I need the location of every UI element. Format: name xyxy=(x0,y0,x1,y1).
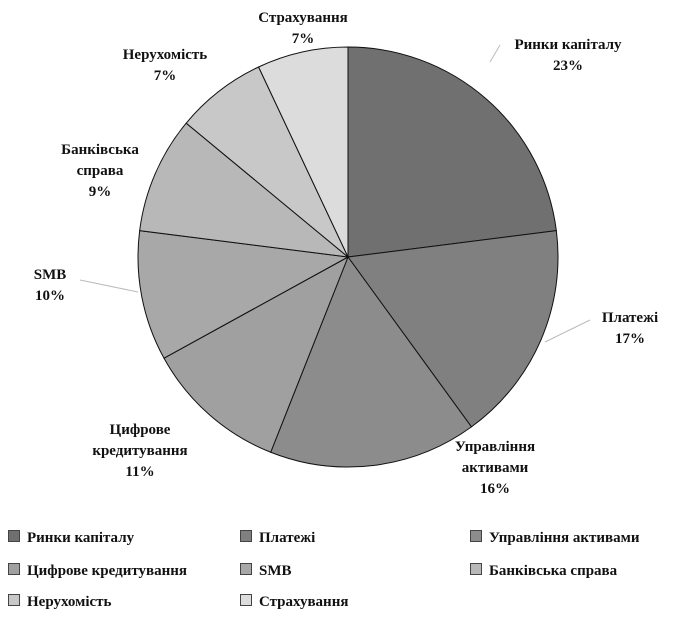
legend-item: Нерухомість xyxy=(8,594,111,611)
leader-line xyxy=(79,279,139,293)
slice-percent: 11% xyxy=(125,464,155,480)
legend-swatch xyxy=(8,530,20,542)
legend-swatch xyxy=(240,563,252,575)
legend-swatch xyxy=(240,530,252,542)
legend-label: Цифрове кредитування xyxy=(27,563,188,579)
legend-swatch xyxy=(240,594,252,606)
legend-item: SMB xyxy=(240,563,292,580)
legend-label: Банківська справа xyxy=(489,563,618,579)
legend-label: Нерухомість xyxy=(27,594,112,610)
pie-slice xyxy=(347,46,557,258)
slice-percent: 7% xyxy=(153,68,177,84)
legend-swatch xyxy=(470,530,482,542)
leader-line xyxy=(544,319,591,343)
legend-item: Управління активами xyxy=(470,530,640,547)
slice-percent: 16% xyxy=(480,481,510,497)
legend-label: Страхування xyxy=(259,594,349,610)
pie-slice xyxy=(270,255,473,468)
slice-name: Управління активами xyxy=(454,439,536,476)
slice-percent: 23% xyxy=(553,58,583,74)
legend-swatch xyxy=(8,594,20,606)
slice-name: Платежі xyxy=(601,310,659,326)
legend-swatch xyxy=(8,563,20,575)
pie-slice xyxy=(257,46,349,258)
slice-label: Платежі 17% xyxy=(580,308,680,350)
slice-label: Управління активами 16% xyxy=(435,437,555,500)
slice-name: SMB xyxy=(33,267,67,283)
pie-slice xyxy=(347,230,559,428)
pie-slice xyxy=(137,230,350,359)
legend-label: Ринки капіталу xyxy=(27,530,135,546)
slice-percent: 10% xyxy=(35,288,65,304)
pie-slice xyxy=(139,122,350,258)
slice-percent: 9% xyxy=(88,184,112,200)
legend-item: Цифрове кредитування xyxy=(8,563,187,580)
legend-item: Страхування xyxy=(240,594,348,611)
legend-label: Управління активами xyxy=(489,530,640,546)
slice-label: Цифрове кредитування 11% xyxy=(65,420,215,483)
legend-item: Банківська справа xyxy=(470,563,617,580)
slice-name: Страхування xyxy=(258,10,348,26)
slice-label: Страхування 7% xyxy=(243,8,363,50)
legend-label: Платежі xyxy=(259,530,316,546)
slice-label: Ринки капіталу 23% xyxy=(493,35,643,77)
legend-item: Платежі xyxy=(240,530,315,547)
slice-name: Нерухомість xyxy=(122,47,208,63)
slice-label: SMB 10% xyxy=(20,265,80,307)
leader-line xyxy=(489,44,501,63)
slice-percent: 17% xyxy=(615,331,645,347)
slice-name: Ринки капіталу xyxy=(514,37,622,53)
pie-slice xyxy=(163,255,349,453)
slice-percent: 7% xyxy=(291,31,315,47)
slice-label: Нерухомість 7% xyxy=(105,45,225,87)
slice-label: Банківська справа 9% xyxy=(50,140,150,203)
legend-item: Ринки капіталу xyxy=(8,530,134,547)
slice-name: Банківська справа xyxy=(61,142,139,179)
legend-label: SMB xyxy=(259,563,292,579)
slice-name: Цифрове кредитування xyxy=(92,422,188,459)
legend-swatch xyxy=(470,563,482,575)
